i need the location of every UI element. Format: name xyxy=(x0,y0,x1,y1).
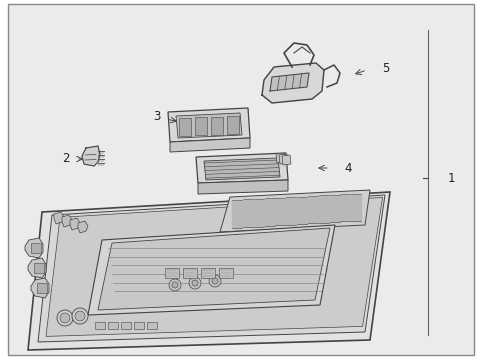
Polygon shape xyxy=(262,63,324,103)
Polygon shape xyxy=(318,196,329,223)
Text: 2: 2 xyxy=(62,152,70,165)
Circle shape xyxy=(209,275,221,287)
Polygon shape xyxy=(82,146,100,166)
Bar xyxy=(108,322,118,329)
Circle shape xyxy=(189,277,201,289)
Polygon shape xyxy=(211,117,223,135)
Polygon shape xyxy=(78,221,88,233)
Polygon shape xyxy=(179,118,191,136)
Circle shape xyxy=(172,282,178,288)
Circle shape xyxy=(57,310,73,326)
Circle shape xyxy=(72,308,88,324)
Bar xyxy=(165,268,179,278)
Polygon shape xyxy=(25,238,43,258)
Bar xyxy=(201,268,215,278)
Text: 3: 3 xyxy=(153,109,160,122)
Polygon shape xyxy=(168,108,250,142)
Bar xyxy=(147,322,157,329)
Polygon shape xyxy=(28,192,390,350)
Polygon shape xyxy=(195,117,207,135)
Polygon shape xyxy=(196,153,288,183)
Bar xyxy=(37,283,47,293)
Text: 1: 1 xyxy=(448,171,456,185)
Bar xyxy=(95,322,105,329)
Polygon shape xyxy=(279,154,288,164)
Polygon shape xyxy=(243,201,253,227)
Polygon shape xyxy=(341,195,350,221)
Circle shape xyxy=(192,280,198,286)
Polygon shape xyxy=(227,116,239,134)
Polygon shape xyxy=(270,73,309,91)
Circle shape xyxy=(60,313,70,323)
Polygon shape xyxy=(198,180,288,194)
Polygon shape xyxy=(265,199,274,226)
Polygon shape xyxy=(62,215,72,227)
Polygon shape xyxy=(286,198,296,225)
Bar xyxy=(34,263,44,273)
Polygon shape xyxy=(38,195,385,342)
Polygon shape xyxy=(54,212,64,224)
Polygon shape xyxy=(170,138,250,152)
Text: 4: 4 xyxy=(344,162,351,175)
Polygon shape xyxy=(351,195,361,221)
Circle shape xyxy=(212,278,218,284)
Bar xyxy=(31,243,41,253)
Polygon shape xyxy=(98,228,330,310)
Bar xyxy=(134,322,144,329)
Polygon shape xyxy=(28,258,46,278)
Circle shape xyxy=(75,311,85,321)
Polygon shape xyxy=(282,155,291,165)
Polygon shape xyxy=(232,201,242,228)
Text: 5: 5 xyxy=(382,62,390,75)
Polygon shape xyxy=(220,190,370,232)
Polygon shape xyxy=(204,158,280,180)
Polygon shape xyxy=(297,198,307,224)
Polygon shape xyxy=(308,197,318,223)
Polygon shape xyxy=(31,278,49,298)
Polygon shape xyxy=(329,196,340,222)
Polygon shape xyxy=(276,153,285,163)
Polygon shape xyxy=(275,199,285,225)
Bar xyxy=(183,268,197,278)
Bar xyxy=(219,268,233,278)
Circle shape xyxy=(169,279,181,291)
Polygon shape xyxy=(254,200,264,227)
Bar xyxy=(121,322,131,329)
Polygon shape xyxy=(70,218,80,230)
Polygon shape xyxy=(88,225,335,315)
Polygon shape xyxy=(176,113,242,138)
Polygon shape xyxy=(46,197,383,336)
